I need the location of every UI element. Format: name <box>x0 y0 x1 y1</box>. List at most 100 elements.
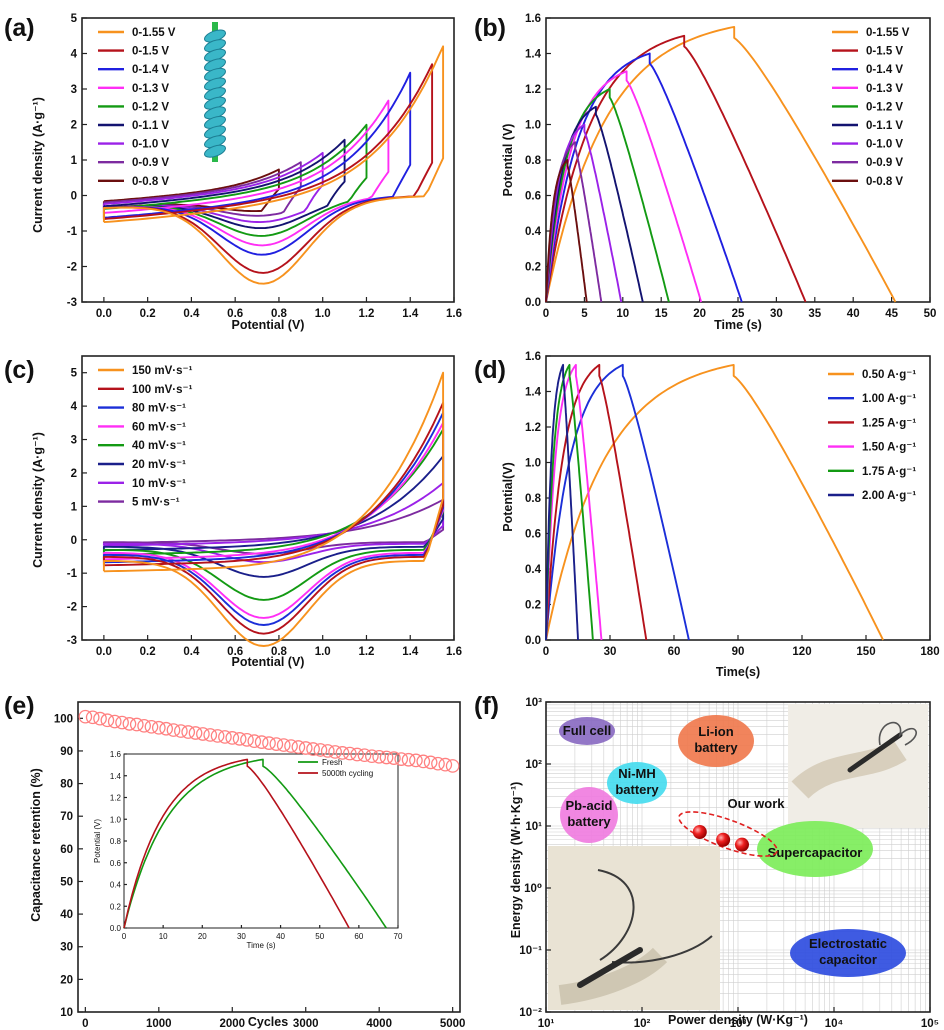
panel-e-ylabel: Capacitance retention (%) <box>29 768 43 922</box>
panel-a-xlabel: Potential (V) <box>232 318 305 332</box>
cv-curve-rate <box>102 482 445 564</box>
y-tick-label: 1.0 <box>525 120 541 132</box>
y-tick-label: 5 <box>71 13 78 25</box>
y-tick-label: 0.4 <box>525 226 542 238</box>
x-tick-label: 20 <box>693 308 706 320</box>
retention-point <box>387 751 401 765</box>
y-tick-label: 0.0 <box>525 297 541 309</box>
y-tick-label: -2 <box>67 602 77 614</box>
legend-entry: 150 mV·s⁻¹ <box>132 365 193 377</box>
x-tick-label: 0.0 <box>96 646 112 658</box>
x-tick-label: 1.6 <box>446 308 462 320</box>
x-tick-label: 0 <box>543 308 549 320</box>
retention-point <box>78 709 93 724</box>
x-tick-label: 0.0 <box>96 308 112 320</box>
ticks-e: 0 1000 2000 3000 4000 50001020304050607080901… <box>54 713 466 1030</box>
gcd-curve-current <box>545 363 884 641</box>
x-tick-label: 0.2 <box>140 646 156 658</box>
region-label: capacitor <box>819 952 877 967</box>
inset-x-tick-label: 70 <box>394 932 403 941</box>
retention-point <box>129 717 144 732</box>
y-tick-label: 4 <box>71 49 78 61</box>
photo-knotted-fiber <box>788 704 928 828</box>
y-tick-label: 90 <box>60 746 73 758</box>
our-work-point <box>692 825 707 840</box>
x-tick-label: 0.6 <box>227 646 243 658</box>
x-tick-label: 4000 <box>366 1018 392 1030</box>
region-label: Li-ion <box>698 724 733 739</box>
y-tick-label: 80 <box>60 779 73 791</box>
retention-point <box>210 729 225 743</box>
gcd-curve-current <box>545 363 603 641</box>
retention-point <box>431 756 445 771</box>
x-tick-label: 10³ <box>730 1018 747 1030</box>
cv-curve-01.5 <box>102 63 434 274</box>
x-tick-label: 1.0 <box>315 308 331 320</box>
y-tick-label: 0.8 <box>525 155 542 167</box>
inset-xlabel: Time (s) <box>246 941 275 950</box>
y-tick-label: 1 <box>71 155 78 167</box>
x-tick-label: 5 <box>581 308 588 320</box>
legend-b: 0-1.55 V 0-1.5 V 0-1.4 V 0-1.3 V 0-1.2 V 0-1.… <box>832 27 910 188</box>
y-tick-label: -3 <box>67 635 77 647</box>
y-tick-label: 20 <box>60 974 73 986</box>
gcd-curves-b <box>545 25 897 303</box>
inset-curve-5000th-cycling <box>123 758 350 929</box>
y-tick-label: 40 <box>60 909 73 921</box>
legend-entry: 0-1.0 V <box>866 139 903 151</box>
legend-entry: 10 mV·s⁻¹ <box>132 478 186 490</box>
y-tick-label: -2 <box>67 262 77 274</box>
y-tick-label: 0.6 <box>525 529 541 541</box>
gcd-curve-01.2 <box>545 88 670 303</box>
panel-b: (b) 0-1.55 V 0-1.5 V 0-1.4 V 0-1.3 V 0-1.2 V… <box>474 13 936 332</box>
y-tick-label: 1.4 <box>525 49 542 61</box>
inset-x-tick-label: 10 <box>159 932 168 941</box>
region-ellipse <box>559 717 615 745</box>
retention-point <box>416 754 431 769</box>
x-tick-label: 25 <box>732 308 745 320</box>
panel-a-ylabel: Current density (A·g⁻¹) <box>31 97 45 233</box>
legend-entry: 0-1.55 V <box>866 27 910 39</box>
legend-entry: 5 mV·s⁻¹ <box>132 497 180 509</box>
retention-point <box>320 744 335 758</box>
panel-d: (d) 0.50 A·g⁻¹ 1.00 A·g⁻¹ 1.25 A·g⁻¹ 1.50 A… <box>474 351 940 679</box>
y-tick-label: 0.6 <box>525 191 541 203</box>
legend-entry: 1.75 A·g⁻¹ <box>862 466 916 478</box>
retention-point <box>85 710 100 725</box>
legend-entry: 100 mV·s⁻¹ <box>132 384 193 396</box>
y-tick-label: 50 <box>60 876 73 888</box>
retention-point <box>122 717 137 731</box>
legend-entry: 0-1.3 V <box>132 83 169 95</box>
legend-entry: 40 mV·s⁻¹ <box>132 440 186 452</box>
x-tick-label: 1.0 <box>315 646 331 658</box>
retention-point <box>203 728 218 742</box>
region-ellipse <box>790 929 906 977</box>
retention-point <box>313 743 328 757</box>
inset-y-tick-label: 0.2 <box>110 902 122 911</box>
y-tick-label: 1.2 <box>525 422 541 434</box>
panel-f-ylabel: Energy density (W·h·Kg⁻¹) <box>509 782 523 939</box>
our-work-point <box>716 832 731 847</box>
legend-entry: 0-1.5 V <box>132 46 169 58</box>
y-tick-label: 10 <box>60 1007 73 1019</box>
y-tick-label: 60 <box>60 844 73 856</box>
region-label: Supercapacitor <box>768 845 863 860</box>
inset-y-tick-label: 0.0 <box>110 924 122 933</box>
knotted-fiber <box>878 721 917 746</box>
inset-legend-entry: Fresh <box>322 758 342 767</box>
retention-point <box>291 740 306 754</box>
inset-x-tick-label: 50 <box>315 932 324 941</box>
x-tick-label: 10 <box>616 308 629 320</box>
inset-curve-fresh <box>123 758 387 929</box>
y-tick-label: 4 <box>71 401 78 413</box>
legend-entry: 0-1.2 V <box>132 101 169 113</box>
panel-b-xlabel: Time (s) <box>714 318 762 332</box>
retention-point <box>240 733 254 747</box>
fiber-electrode-illustration <box>204 29 226 158</box>
retention-point <box>350 747 365 762</box>
y-tick-label: -1 <box>67 568 78 580</box>
y-tick-label: 3 <box>71 84 77 96</box>
x-tick-label: 0.6 <box>227 308 243 320</box>
panel-c-letter: (c) <box>4 356 35 384</box>
